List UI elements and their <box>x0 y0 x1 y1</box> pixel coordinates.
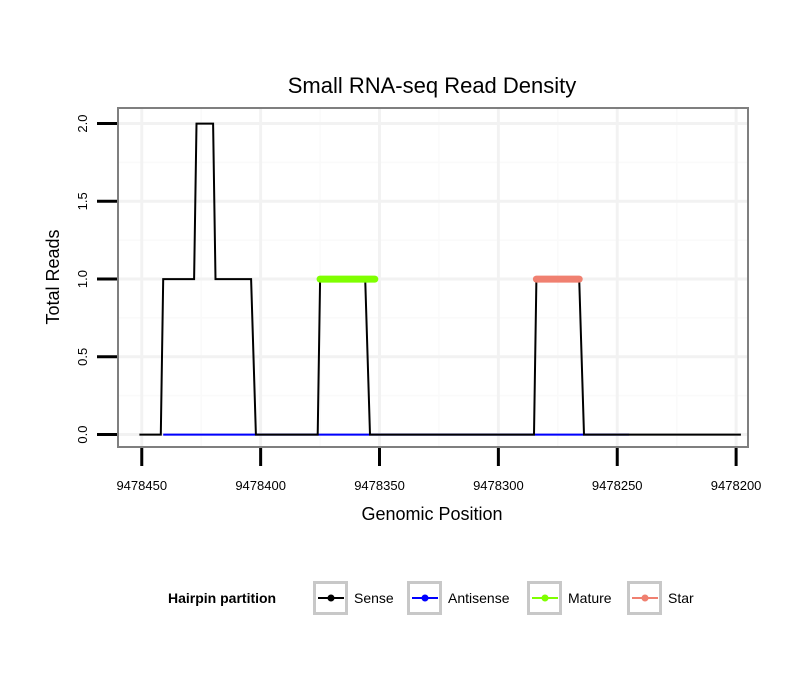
legend: Hairpin partition Sense Antisense Mature Sta… <box>168 581 694 615</box>
x-axis: 9478450 9478400 9478350 9478300 9478250 94782… <box>116 448 761 493</box>
plot-panel <box>118 108 748 447</box>
legend-key-point <box>327 594 335 602</box>
chart-title: Small RNA-seq Read Density <box>288 73 577 98</box>
x-axis-title: Genomic Position <box>361 504 502 524</box>
legend-key-point <box>641 594 649 602</box>
legend-label: Antisense <box>448 590 510 606</box>
y-tick-label: 1.0 <box>75 270 90 288</box>
legend-title: Hairpin partition <box>168 590 276 606</box>
legend-key-point <box>421 594 429 602</box>
legend-label: Mature <box>568 590 612 606</box>
plot-border <box>117 107 749 448</box>
y-tick-label: 1.5 <box>75 192 90 210</box>
y-tick-label: 2.0 <box>75 115 90 133</box>
x-tick-label: 9478200 <box>711 478 762 493</box>
legend-item-mature: Mature <box>527 581 612 615</box>
y-axis-title: Total Reads <box>43 229 63 324</box>
legend-label: Star <box>668 590 694 606</box>
x-tick-label: 9478450 <box>116 478 167 493</box>
x-tick-label: 9478400 <box>235 478 286 493</box>
plot-series <box>139 122 741 436</box>
x-tick-label: 9478250 <box>592 478 643 493</box>
legend-label: Sense <box>354 590 394 606</box>
legend-item-sense: Sense <box>313 581 394 615</box>
x-tick-label: 9478300 <box>473 478 524 493</box>
y-tick-label: 0.0 <box>75 426 90 444</box>
legend-key-point <box>541 594 549 602</box>
legend-item-antisense: Antisense <box>407 581 510 615</box>
y-axis: 0.0 0.5 1.0 1.5 2.0 <box>75 115 117 444</box>
x-tick-label: 9478350 <box>354 478 405 493</box>
legend-item-star: Star <box>627 581 694 615</box>
plot-grid <box>118 108 748 447</box>
y-tick-label: 0.5 <box>75 348 90 366</box>
